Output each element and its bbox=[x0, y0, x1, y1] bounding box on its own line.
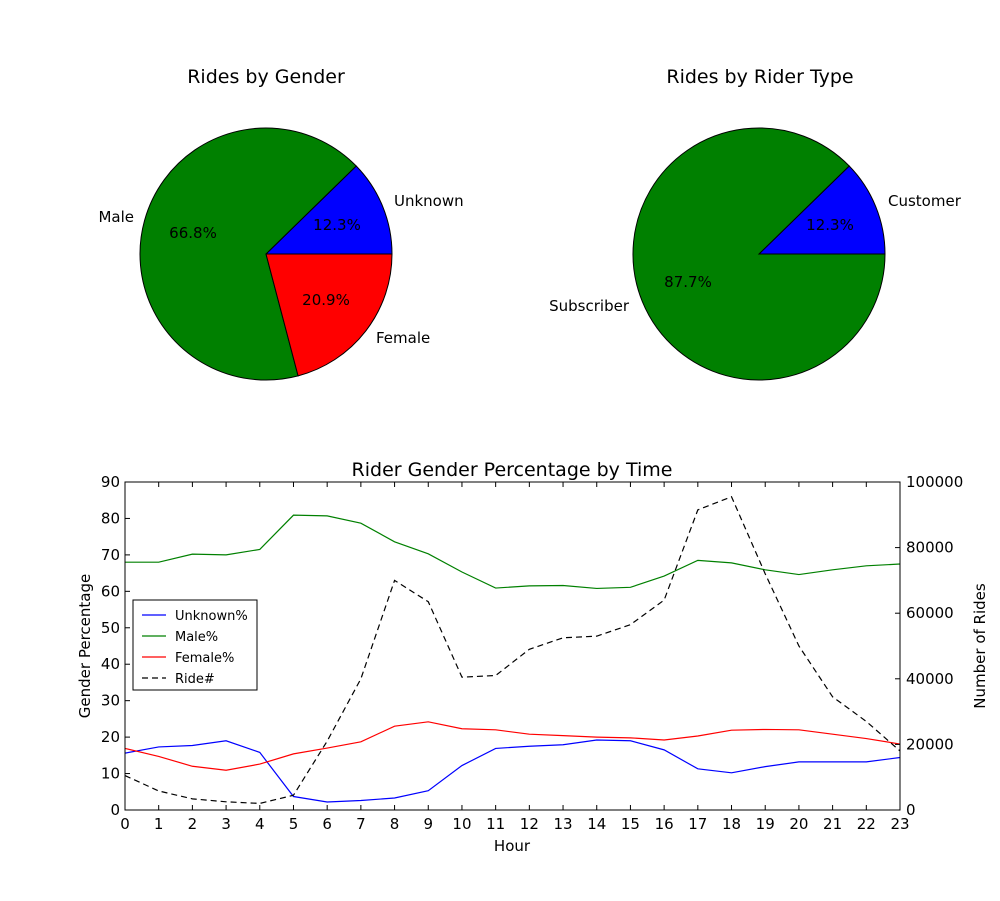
y2-tick-label: 40000 bbox=[906, 670, 954, 688]
x-tick-label: 22 bbox=[857, 815, 876, 833]
x-tick-label: 2 bbox=[188, 815, 198, 833]
x-tick-label: 10 bbox=[452, 815, 471, 833]
gender-slice-label-unknown: Unknown bbox=[394, 192, 464, 210]
gender-slice-male bbox=[139, 127, 357, 381]
series-line-ride bbox=[124, 495, 901, 805]
x-tick-label: 14 bbox=[587, 815, 606, 833]
y2-tick-label: 60000 bbox=[906, 604, 954, 622]
x-tick-label: 7 bbox=[356, 815, 366, 833]
x-tick-label: 19 bbox=[756, 815, 775, 833]
y-axis-ticks: 0 10 20 30 40 50 60 70 80 90 bbox=[101, 473, 130, 819]
gender-pie-title: Rides by Gender bbox=[187, 66, 345, 88]
x-tick-label: 23 bbox=[890, 815, 909, 833]
x-tick-label: 0 bbox=[120, 815, 130, 833]
x-tick-label: 8 bbox=[390, 815, 400, 833]
x-tick-label: 13 bbox=[553, 815, 572, 833]
series-line-female bbox=[124, 721, 901, 771]
legend-label: Ride# bbox=[175, 672, 215, 687]
series-line-unknown bbox=[124, 739, 901, 803]
y-tick-label: 40 bbox=[101, 655, 120, 673]
legend: Unknown% Male% Female% Ride# bbox=[132, 599, 258, 691]
rider-type-pie-slices bbox=[632, 127, 886, 381]
y-tick-label: 20 bbox=[101, 728, 120, 746]
rider-type-slice-subscriber bbox=[632, 127, 886, 381]
rider-slice-pct-customer: 12.3% bbox=[806, 216, 854, 234]
gender-slice-pct-male: 66.8% bbox=[169, 224, 217, 242]
y-tick-label: 60 bbox=[101, 582, 120, 600]
x-tick-label: 21 bbox=[823, 815, 842, 833]
series-line-male bbox=[125, 514, 901, 590]
x-tick-label: 17 bbox=[688, 815, 707, 833]
x-tick-label: 6 bbox=[322, 815, 332, 833]
gender-slice-female bbox=[265, 253, 393, 377]
series-group bbox=[124, 495, 901, 805]
rider-slice-label-subscriber: Subscriber bbox=[549, 297, 630, 315]
y-tick-label: 0 bbox=[110, 801, 120, 819]
y2-axis-label: Number of Rides bbox=[971, 583, 989, 709]
rider-slice-label-customer: Customer bbox=[888, 192, 962, 210]
x-tick-label: 9 bbox=[423, 815, 433, 833]
gender-pie-slices bbox=[139, 127, 393, 381]
x-tick-label: 4 bbox=[255, 815, 265, 833]
line-chart-title: Rider Gender Percentage by Time bbox=[352, 459, 673, 481]
x-tick-label: 3 bbox=[221, 815, 231, 833]
x-axis-label: Hour bbox=[494, 837, 531, 855]
legend-label: Female% bbox=[175, 651, 234, 666]
gender-slice-label-female: Female bbox=[376, 329, 430, 347]
x-tick-label: 15 bbox=[621, 815, 640, 833]
plot-frame bbox=[124, 481, 901, 811]
y2-axis-ticks: 0 20000 40000 60000 80000 100000 bbox=[895, 473, 963, 819]
rider-slice-pct-subscriber: 87.7% bbox=[664, 273, 712, 291]
legend-label: Unknown% bbox=[175, 609, 248, 624]
x-tick-label: 16 bbox=[655, 815, 674, 833]
gender-slice-pct-female: 20.9% bbox=[302, 291, 350, 309]
gender-slice-unknown bbox=[264, 165, 393, 255]
y-axis-label: Gender Percentage bbox=[76, 574, 94, 718]
rider-type-pie-title: Rides by Rider Type bbox=[666, 66, 853, 88]
y-tick-label: 80 bbox=[101, 509, 120, 527]
x-axis-ticks: 0 1 2 3 4 5 6 7 8 9 10 11 12 13 14 15 16 17 18 19 20 21 22 23 bbox=[120, 482, 910, 833]
y-tick-label: 50 bbox=[101, 619, 120, 637]
x-tick-label: 5 bbox=[289, 815, 299, 833]
gender-slice-pct-unknown: 12.3% bbox=[313, 216, 361, 234]
rider-type-slice-customer bbox=[757, 165, 886, 255]
y2-tick-label: 80000 bbox=[906, 539, 954, 557]
legend-label: Male% bbox=[175, 630, 218, 645]
x-tick-label: 12 bbox=[520, 815, 539, 833]
y2-tick-label: 20000 bbox=[906, 735, 954, 753]
y-tick-label: 10 bbox=[101, 765, 120, 783]
y-tick-label: 70 bbox=[101, 546, 120, 564]
x-tick-label: 11 bbox=[486, 815, 505, 833]
y2-tick-label: 100000 bbox=[906, 473, 963, 491]
gender-slice-label-male: Male bbox=[98, 208, 134, 226]
x-tick-label: 1 bbox=[154, 815, 164, 833]
y2-tick-label: 0 bbox=[906, 801, 916, 819]
rider-type-pie-chart: Rides by Rider Type Customer 12.3% Subsc… bbox=[549, 66, 962, 381]
x-tick-label: 20 bbox=[789, 815, 808, 833]
y-tick-label: 90 bbox=[101, 473, 120, 491]
y-tick-label: 30 bbox=[101, 692, 120, 710]
x-tick-label: 18 bbox=[722, 815, 741, 833]
gender-pie-chart: Rides by Gender Unknown 12.3% Male 66.8%… bbox=[98, 66, 464, 381]
